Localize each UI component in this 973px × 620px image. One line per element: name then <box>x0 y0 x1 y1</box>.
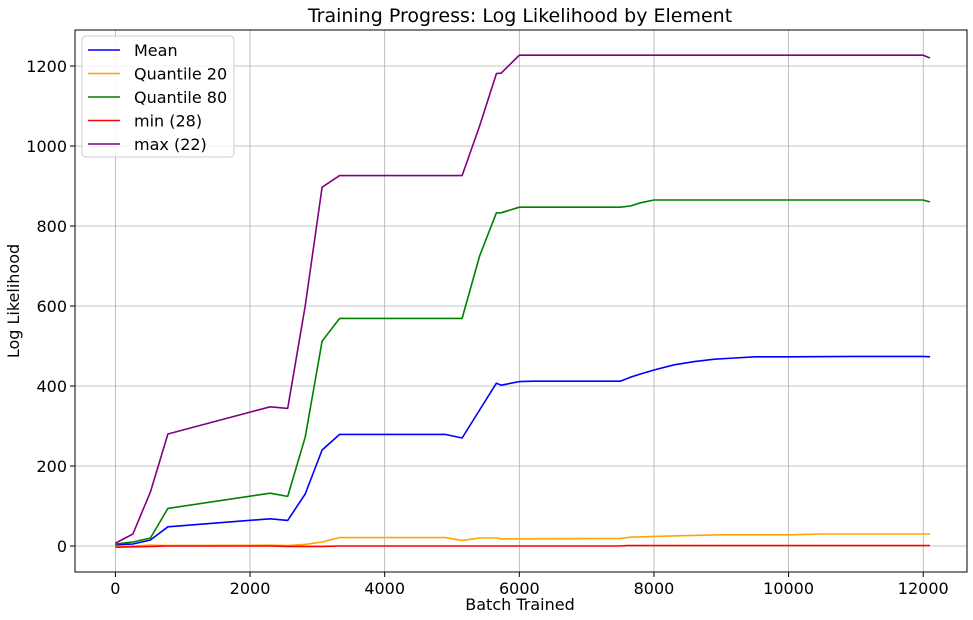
legend-label-quantile-80: Quantile 80 <box>134 88 227 107</box>
axis-ticks: 0 2000 4000 6000 8000 10000 12000 0 200 400 600 800… <box>26 57 948 598</box>
y-tick-label: 800 <box>36 217 67 236</box>
grid <box>75 30 967 572</box>
y-tick-label: 400 <box>36 377 67 396</box>
series-line-max-22 <box>115 54 931 544</box>
plot-frame <box>74 29 968 573</box>
x-tick-label: 8000 <box>634 579 675 598</box>
y-tick-label: 1000 <box>26 137 67 156</box>
x-tick-label: 2000 <box>230 579 271 598</box>
series-line-quantile-80 <box>115 199 931 545</box>
legend-label-mean: Mean <box>134 41 178 60</box>
x-tick-label: 0 <box>110 579 120 598</box>
legend: Mean Quantile 20 Quantile 80 min (28) max (2… <box>81 35 235 158</box>
series-line-mean <box>115 355 931 546</box>
y-tick-label: 1200 <box>26 57 67 76</box>
x-axis-label: Batch Trained <box>465 595 574 614</box>
legend-label-max-22: max (22) <box>134 135 207 154</box>
series-lines <box>115 54 931 548</box>
y-axis-label: Log Likelihood <box>4 244 23 358</box>
chart-title: Training Progress: Log Likelihood by Ele… <box>307 5 732 27</box>
y-tick-label: 200 <box>36 457 67 476</box>
legend-box <box>81 35 235 158</box>
x-tick-label: 4000 <box>364 579 405 598</box>
x-tick-label: 6000 <box>499 579 540 598</box>
y-tick-label: 0 <box>57 537 67 556</box>
legend-label-min-28: min (28) <box>134 112 202 131</box>
legend-label-quantile-20: Quantile 20 <box>134 65 227 84</box>
x-tick-label: 12000 <box>898 579 949 598</box>
x-tick-label: 10000 <box>763 579 814 598</box>
y-tick-label: 600 <box>36 297 67 316</box>
series-line-min-28 <box>115 544 930 548</box>
